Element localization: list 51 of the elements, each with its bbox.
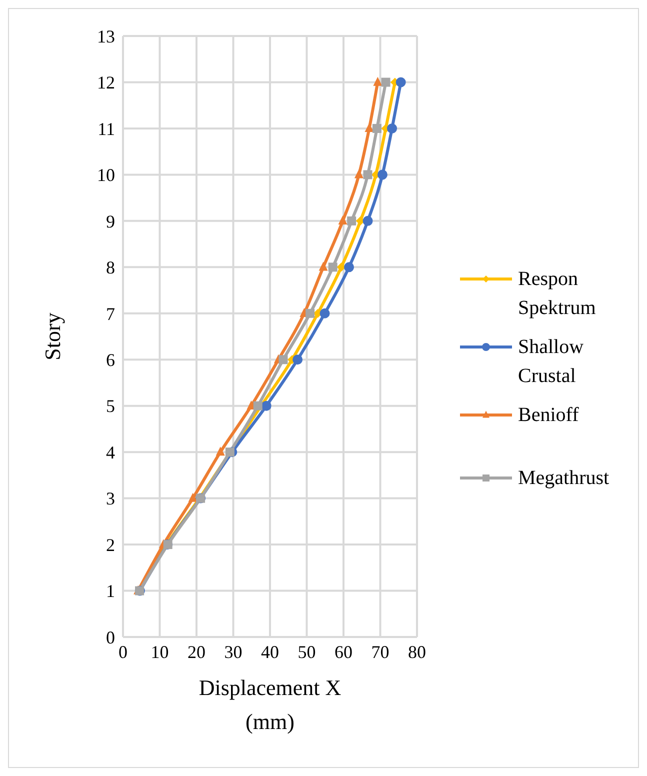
point	[354, 169, 364, 178]
point	[188, 492, 198, 502]
point	[387, 123, 398, 134]
y-tick-label: 0	[106, 627, 115, 648]
y-tick-label: 5	[106, 396, 115, 416]
legend-label: Respon Spektrum	[518, 267, 597, 321]
point	[396, 77, 406, 88]
x-tick-label: 40	[261, 642, 279, 662]
y-tick-label: 11	[98, 118, 115, 139]
point	[278, 355, 288, 364]
y-tick-label: 1	[106, 581, 115, 602]
y-tick-label: 3	[106, 488, 115, 509]
x-tick-label: 70	[371, 642, 390, 662]
point	[216, 446, 225, 456]
point	[377, 170, 388, 180]
point	[306, 308, 315, 318]
point	[372, 124, 382, 133]
x-tick-label: 50	[298, 642, 316, 662]
y-tick-label: 2	[106, 534, 115, 555]
point	[363, 170, 372, 180]
point	[253, 401, 262, 410]
point	[338, 216, 348, 225]
point	[292, 354, 303, 365]
legend-label: Shallow Crustal	[518, 335, 585, 389]
x-tick-label: 20	[188, 642, 206, 662]
y-tick-label: 13	[97, 26, 115, 46]
point	[362, 216, 373, 226]
y-tick-label: 9	[106, 211, 115, 232]
x-tick-label: 30	[224, 642, 242, 662]
x-tick-label: 60	[334, 642, 352, 662]
legend-label: Megathrust	[518, 466, 610, 491]
x-tick-label: 0	[118, 642, 128, 662]
point	[328, 262, 338, 272]
legend-label: Benioff	[518, 403, 580, 428]
y-tick-label: 7	[106, 304, 115, 324]
point	[261, 400, 272, 411]
x-axis-title: Displacement X (mm)	[198, 675, 342, 734]
y-tick-label: 4	[106, 442, 115, 462]
x-tick-label: 80	[408, 642, 426, 662]
point	[320, 308, 330, 318]
y-tick-label: 6	[106, 350, 115, 370]
x-tick-label: 10	[150, 642, 169, 662]
y-tick-label: 12	[97, 72, 115, 93]
y-tick-label: 8	[106, 258, 115, 278]
y-tick-label: 10	[97, 165, 115, 186]
point	[344, 262, 354, 272]
point	[318, 262, 328, 271]
point	[373, 76, 382, 86]
point	[381, 78, 390, 87]
point	[347, 216, 356, 226]
y-axis-title: Story	[40, 312, 65, 360]
